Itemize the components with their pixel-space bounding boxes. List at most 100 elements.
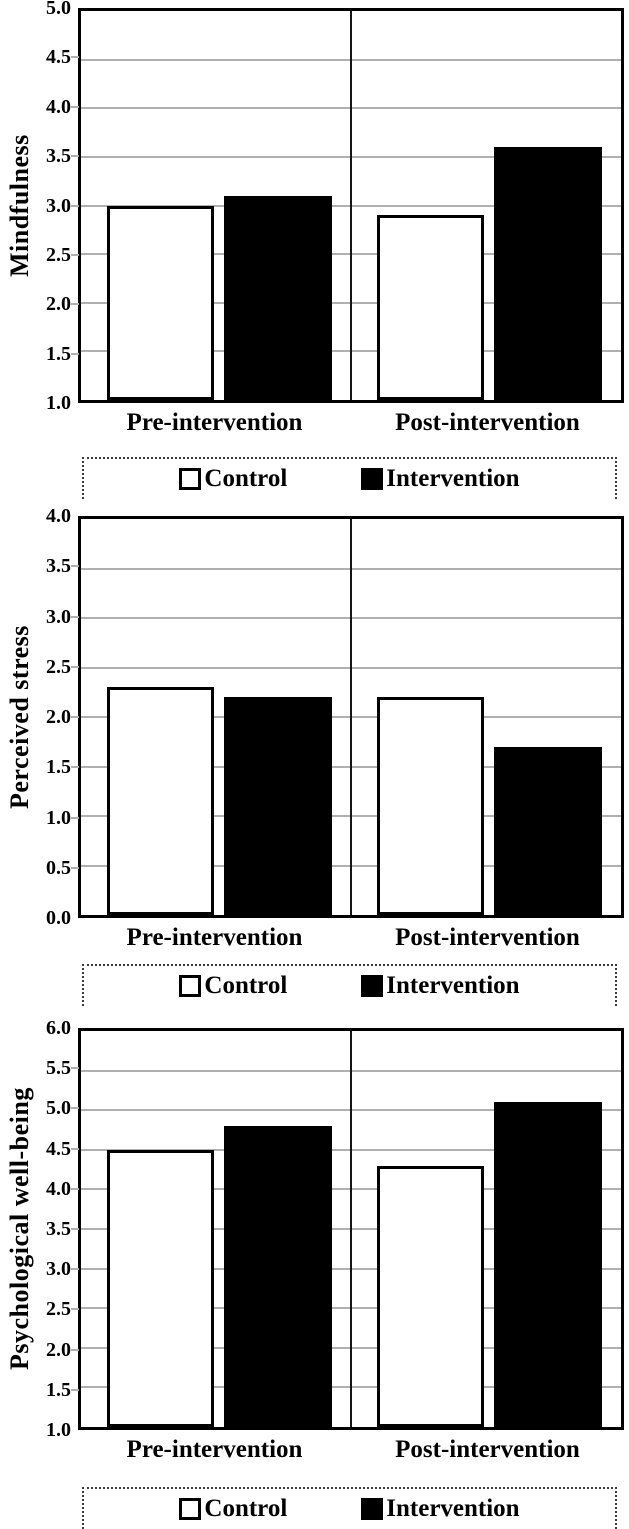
gridline <box>81 617 621 619</box>
group-divider-line <box>350 1031 352 1427</box>
legend-item-intervention: Intervention <box>361 1495 520 1523</box>
gridline <box>81 107 621 110</box>
group-divider-line <box>350 519 352 915</box>
y-tick-mark <box>71 716 79 718</box>
y-tick-label: 2.0 <box>46 1338 71 1361</box>
bar-pre-intervention-control <box>106 687 215 915</box>
bar-post-intervention-intervention <box>494 147 603 400</box>
y-tick-mark <box>71 105 79 108</box>
y-tick-label: 4.0 <box>46 1177 71 1200</box>
group-divider-line <box>350 11 352 400</box>
gridline <box>81 1346 621 1349</box>
y-tick-label: 1.0 <box>46 392 71 414</box>
legend: Control Intervention <box>82 964 617 1006</box>
y-tick-mark <box>71 816 79 819</box>
y-tick-label: 3.5 <box>46 555 71 578</box>
y-tick-label: 3.5 <box>46 1218 71 1240</box>
legend-label-control: Control <box>204 1495 288 1522</box>
legend-label-control: Control <box>204 465 288 492</box>
bar-post-intervention-control <box>376 1165 485 1427</box>
legend: Control Intervention <box>82 1487 617 1529</box>
gridline <box>81 765 621 768</box>
y-tick-label: 3.0 <box>46 194 71 217</box>
y-tick-label: 4.5 <box>46 1137 71 1160</box>
gridline <box>81 1228 621 1230</box>
y-tick-mark <box>71 1187 79 1190</box>
y-tick-label: 3.0 <box>46 1258 71 1281</box>
intervention-swatch-icon <box>361 1498 384 1520</box>
y-tick-label: 2.5 <box>46 1298 71 1321</box>
gridline <box>81 253 621 256</box>
y-tick-mark <box>71 1147 79 1150</box>
y-tick-label: 0.0 <box>46 907 71 929</box>
gridline <box>81 1109 621 1112</box>
control-swatch-icon <box>179 468 202 490</box>
y-tick-label: 2.5 <box>46 243 71 266</box>
plot-area <box>78 516 624 918</box>
y-tick-mark <box>71 1308 79 1311</box>
gridline <box>81 1148 621 1151</box>
y-tick-mark <box>71 1228 79 1230</box>
bar-pre-intervention-control <box>106 1149 215 1427</box>
gridline <box>81 716 621 718</box>
y-tick-label: 4.0 <box>46 95 71 118</box>
bar-post-intervention-intervention <box>494 746 603 915</box>
x-label-pre-intervention: Pre-intervention <box>126 924 303 951</box>
legend-label-intervention: Intervention <box>386 465 520 492</box>
y-tick-mark <box>71 253 79 256</box>
gridline <box>81 1267 621 1270</box>
bar-pre-intervention-intervention <box>224 195 333 400</box>
plot-area <box>78 1028 624 1430</box>
x-axis-labels: Pre-intervention Post-intervention <box>78 1436 624 1464</box>
y-tick-label: 2.0 <box>46 293 71 316</box>
gridline <box>81 58 621 61</box>
y-tick-label: 5.0 <box>46 1097 71 1120</box>
x-label-pre-intervention: Pre-intervention <box>126 409 303 436</box>
gridline <box>81 1307 621 1310</box>
y-tick-label: 6.0 <box>46 1017 71 1039</box>
control-swatch-icon <box>179 1498 202 1520</box>
bar-post-intervention-control <box>376 697 485 915</box>
y-tick-label: 1.5 <box>46 342 71 365</box>
y-tick-mark <box>71 766 79 769</box>
y-tick-mark <box>71 1268 79 1271</box>
y-tick-mark <box>71 56 79 59</box>
x-label-post-intervention: Post-intervention <box>395 1436 580 1463</box>
y-tick-label: 4.5 <box>46 46 71 69</box>
y-tick-mark <box>71 615 79 618</box>
y-axis-title: Mindfulness <box>5 134 34 277</box>
y-tick-label: 1.5 <box>46 1378 71 1401</box>
y-tick-mark <box>71 204 79 207</box>
gridline <box>81 864 621 867</box>
legend-label-intervention: Intervention <box>386 1495 520 1522</box>
legend-label-intervention: Intervention <box>386 972 520 999</box>
x-axis-labels: Pre-intervention Post-intervention <box>78 409 624 437</box>
bar-post-intervention-intervention <box>494 1102 603 1427</box>
bar-pre-intervention-intervention <box>224 1126 333 1427</box>
y-tick-label: 5.5 <box>46 1057 71 1080</box>
y-tick-label: 5.0 <box>46 0 71 19</box>
x-label-post-intervention: Post-intervention <box>395 409 580 436</box>
plot-area <box>78 8 624 403</box>
gridline <box>81 1386 621 1389</box>
y-tick-mark <box>71 1348 79 1351</box>
y-tick-label: 0.5 <box>46 856 71 879</box>
x-label-pre-intervention: Pre-intervention <box>126 1436 303 1463</box>
gridline <box>81 155 621 158</box>
legend-item-control: Control <box>179 1495 287 1523</box>
x-label-post-intervention: Post-intervention <box>395 924 580 951</box>
gridline <box>81 204 621 207</box>
control-swatch-icon <box>179 975 202 997</box>
gridline <box>81 567 621 570</box>
y-tick-label: 4.0 <box>46 505 71 527</box>
y-tick-label: 1.5 <box>46 756 71 779</box>
bar-post-intervention-control <box>376 215 485 400</box>
y-tick-label: 1.0 <box>46 806 71 829</box>
y-tick-label: 3.5 <box>46 145 71 168</box>
y-tick-label: 1.0 <box>46 1419 71 1441</box>
y-tick-mark <box>71 1107 79 1110</box>
intervention-swatch-icon <box>361 975 384 997</box>
